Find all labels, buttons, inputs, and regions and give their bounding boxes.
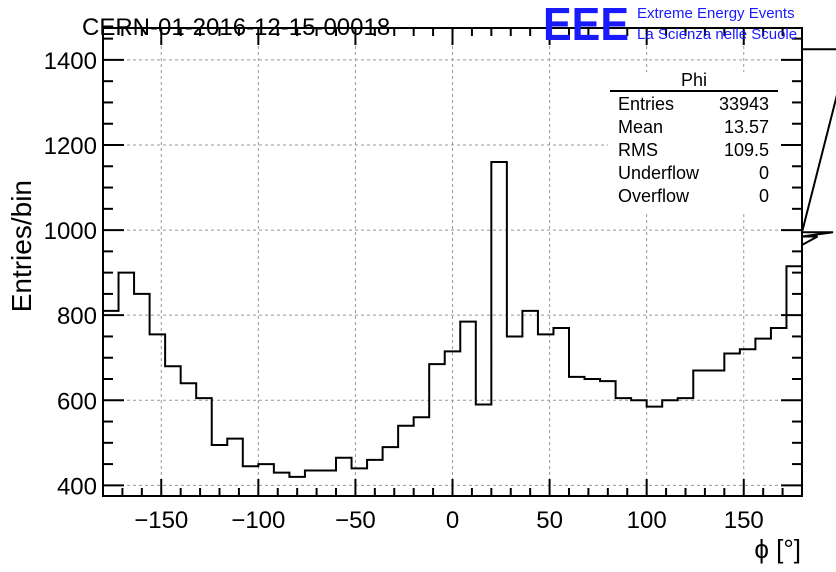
stats-value-rms: 109.5 (724, 140, 769, 160)
y-tick-label: 800 (57, 303, 97, 330)
axis-tick-labels: −150 −100 −50 0 50 100 150 400 600 800 1000 1200 140… (44, 48, 764, 534)
eee-logo: EEE Extreme Energy Events La Scienza nel… (543, 0, 797, 50)
x-tick-label: 0 (446, 507, 459, 534)
stats-label-overflow: Overflow (618, 186, 690, 206)
stats-label-rms: RMS (618, 140, 658, 160)
y-tick-label: 600 (57, 388, 97, 415)
stats-value-underflow: 0 (759, 163, 769, 183)
grid-lines (103, 28, 802, 496)
y-tick-label: 1000 (44, 218, 97, 245)
stats-label-entries: Entries (618, 94, 674, 114)
axis-ticks (102, 28, 803, 496)
x-tick-label: 100 (627, 507, 667, 534)
y-tick-label: 1400 (44, 48, 97, 75)
page-title: CERN-01-2016-12-15-00018 (82, 14, 390, 41)
y-tick-label: 1200 (44, 133, 97, 160)
y-axis-label: Entries/bin (6, 180, 37, 312)
y-tick-label: 400 (57, 473, 97, 500)
x-axis-label: ϕ [°] (754, 534, 801, 564)
x-tick-label: −50 (335, 507, 376, 534)
logo-line-1: Extreme Energy Events (637, 5, 795, 22)
x-tick-label: 50 (536, 507, 563, 534)
logo-line-2: La Scienza nelle Scuole (637, 26, 797, 43)
x-tick-label: 150 (724, 507, 764, 534)
x-tick-label: −100 (231, 507, 285, 534)
stats-box: Phi Entries 33943 Mean 13.57 RMS 109.5 U… (608, 70, 780, 212)
stats-label-underflow: Underflow (618, 163, 700, 183)
histogram-line (103, 48, 836, 478)
stats-value-entries: 33943 (719, 94, 769, 114)
stats-value-overflow: 0 (759, 186, 769, 206)
stats-label-mean: Mean (618, 117, 663, 137)
x-tick-label: −150 (134, 507, 188, 534)
stats-box-background (608, 72, 780, 212)
stats-value-mean: 13.57 (724, 117, 769, 137)
eee-logo-mark: EEE (543, 0, 629, 50)
stats-title: Phi (681, 70, 707, 90)
